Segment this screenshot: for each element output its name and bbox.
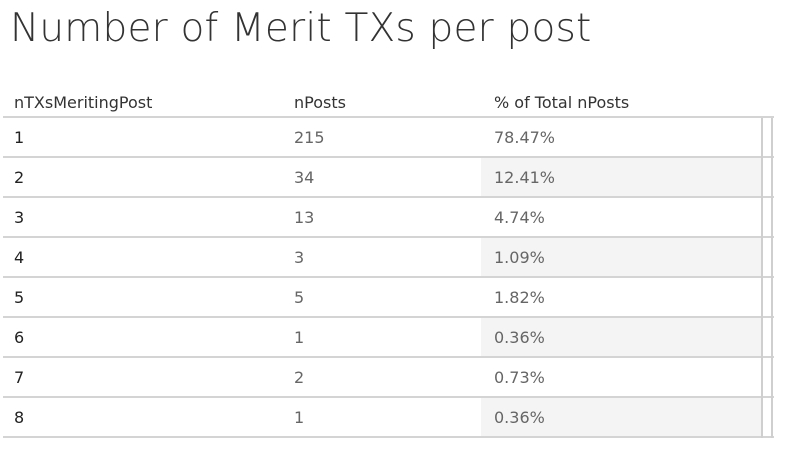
cell-nposts: 3 bbox=[294, 248, 305, 267]
cell-pct: 1.09% bbox=[494, 248, 545, 267]
cell-nposts: 1 bbox=[294, 328, 305, 347]
cell-nposts: 13 bbox=[294, 208, 315, 227]
table-scroll-divider bbox=[761, 118, 763, 438]
column-header-pct[interactable]: % of Total nPosts bbox=[494, 93, 630, 112]
cell-pct: 1.82% bbox=[494, 288, 545, 307]
cell-pct: 12.41% bbox=[494, 168, 556, 187]
cell-nposts: 5 bbox=[294, 288, 305, 307]
cell-pct: 0.36% bbox=[494, 408, 545, 427]
cell-ntxs: 2 bbox=[14, 168, 25, 187]
table-row[interactable]: 3 13 4.74% bbox=[3, 198, 774, 238]
row-shade bbox=[481, 318, 763, 356]
table-header: nTXsMeritingPost nPosts % of Total nPost… bbox=[3, 90, 774, 116]
cell-nposts: 34 bbox=[294, 168, 315, 187]
row-shade bbox=[481, 238, 763, 276]
cell-ntxs: 6 bbox=[14, 328, 25, 347]
cell-pct: 0.73% bbox=[494, 368, 545, 387]
cell-nposts: 2 bbox=[294, 368, 305, 387]
page-title: Number of Merit TXs per post bbox=[10, 6, 592, 51]
cell-ntxs: 3 bbox=[14, 208, 25, 227]
table-row[interactable]: 7 2 0.73% bbox=[3, 358, 774, 398]
table-row[interactable]: 2 34 12.41% bbox=[3, 158, 774, 198]
table-row[interactable]: 8 1 0.36% bbox=[3, 398, 774, 438]
cell-ntxs: 5 bbox=[14, 288, 25, 307]
table-body: 1 215 78.47% 2 34 12.41% 3 13 4.74% 4 3 1.09% 5 5 1.82… bbox=[3, 116, 774, 438]
cell-pct: 0.36% bbox=[494, 328, 545, 347]
table-row[interactable]: 1 215 78.47% bbox=[3, 118, 774, 158]
cell-ntxs: 1 bbox=[14, 128, 25, 147]
cell-ntxs: 8 bbox=[14, 408, 25, 427]
table-right-border bbox=[771, 118, 773, 438]
cell-ntxs: 4 bbox=[14, 248, 25, 267]
cell-pct: 78.47% bbox=[494, 128, 556, 147]
table-row[interactable]: 6 1 0.36% bbox=[3, 318, 774, 358]
row-shade bbox=[481, 398, 763, 436]
table-row[interactable]: 4 3 1.09% bbox=[3, 238, 774, 278]
row-shade bbox=[481, 158, 763, 196]
cell-nposts: 215 bbox=[294, 128, 325, 147]
data-table: nTXsMeritingPost nPosts % of Total nPost… bbox=[3, 90, 774, 438]
table-row[interactable]: 5 5 1.82% bbox=[3, 278, 774, 318]
column-header-nposts[interactable]: nPosts bbox=[294, 93, 346, 112]
cell-pct: 4.74% bbox=[494, 208, 545, 227]
column-header-ntxs[interactable]: nTXsMeritingPost bbox=[14, 93, 153, 112]
cell-nposts: 1 bbox=[294, 408, 305, 427]
cell-ntxs: 7 bbox=[14, 368, 25, 387]
